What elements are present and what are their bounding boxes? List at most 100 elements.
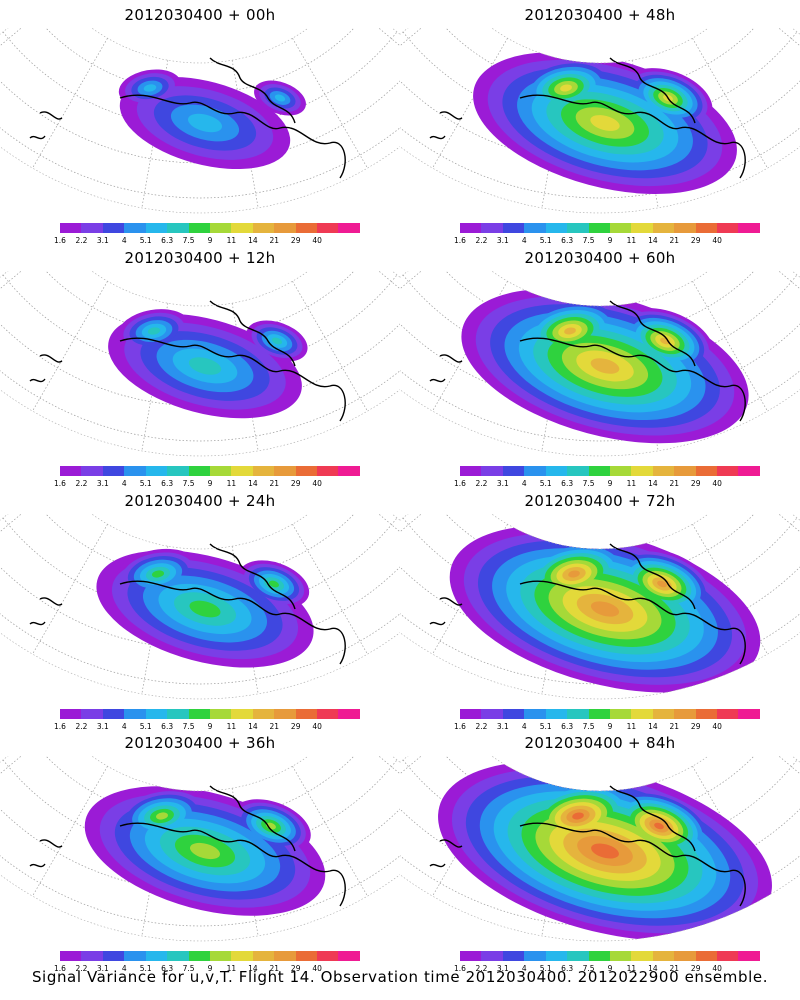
colorbar-tick-label: 14	[248, 722, 258, 731]
colorbar-swatch	[524, 223, 546, 233]
latitude-line	[402, 759, 798, 857]
colorbar-swatch	[567, 709, 589, 719]
latitude-line	[0, 370, 400, 442]
colorbar-swatch	[167, 223, 189, 233]
latitude-line	[400, 80, 800, 164]
colorbar-tick-label: 7.5	[182, 722, 195, 731]
colorbar-swatch	[295, 223, 318, 233]
colorbar-swatch	[460, 709, 482, 719]
colorbar-tick-label: 40	[312, 479, 322, 488]
colorbar-swatch	[60, 223, 82, 233]
variance-map	[400, 28, 800, 214]
colorbar-tick-label: 6.3	[561, 236, 574, 245]
colorbar-tick-label: 1.6	[454, 479, 466, 488]
colorbar-tick-label: 4	[521, 964, 527, 973]
latitude-line	[402, 31, 798, 129]
colorbar	[460, 223, 760, 235]
colorbar	[60, 951, 360, 963]
colorbar-swatch	[209, 223, 232, 233]
colorbar-swatch	[502, 223, 525, 233]
coastline	[29, 543, 346, 665]
colorbar-swatch	[295, 951, 318, 961]
longitude-line	[692, 524, 768, 655]
colorbar-tick-label: 9	[207, 236, 213, 245]
map-panel: 2012030400 + 00h 1.6 2.2 3.1 4 5.1 6.3 7.5 9 11 1…	[0, 0, 400, 245]
colorbar-swatch	[252, 466, 275, 476]
variance-field	[438, 761, 772, 941]
latitude-line	[400, 613, 800, 685]
colorbar-tick-label: 3.1	[496, 964, 509, 973]
panel-title: 2012030400 + 60h	[524, 249, 676, 267]
coastline-path	[119, 94, 346, 179]
colorbar-swatch	[524, 466, 546, 476]
coastline-path	[119, 337, 346, 422]
longitude-line	[778, 514, 800, 533]
colorbar-swatch	[545, 466, 568, 476]
colorbar-tick-label: 3.1	[96, 964, 109, 973]
colorbar-tick-label: 9	[207, 964, 213, 973]
colorbar-swatch	[652, 951, 675, 961]
latitude-line	[2, 31, 398, 129]
variance-field	[118, 69, 306, 170]
colorbar-tick-label: 11	[226, 236, 237, 245]
variance-field	[108, 309, 308, 419]
colorbar-swatch	[124, 223, 146, 233]
coastline-path	[609, 57, 696, 124]
colorbar-swatch	[545, 951, 568, 961]
colorbar-swatch	[460, 951, 482, 961]
colorbar-swatch	[252, 223, 275, 233]
colorbar-tick-label: 4	[121, 236, 127, 245]
colorbar-swatch	[717, 709, 739, 719]
colorbar-swatch	[209, 466, 232, 476]
colorbar-tick-label: 5.1	[539, 722, 552, 731]
latitude-line	[2, 759, 398, 857]
colorbar-swatch	[338, 466, 360, 476]
colorbar-tick-label: 3.1	[96, 236, 109, 245]
colorbar-tick-label: 40	[312, 964, 322, 973]
latitude-line	[400, 855, 800, 927]
longitude-line	[32, 281, 108, 412]
colorbar-tick-label: 7.5	[582, 722, 595, 731]
latitude-line	[0, 566, 400, 650]
longitude-line	[292, 281, 368, 412]
colorbar-tick-label: 6.3	[161, 236, 174, 245]
colorbar-swatch	[588, 709, 610, 719]
colorbar-swatch	[317, 223, 339, 233]
colorbar-tick-label: 9	[207, 722, 213, 731]
colorbar-tick-label: 11	[626, 722, 637, 731]
colorbar-swatch	[81, 951, 103, 961]
colorbar-tick-label: 7.5	[182, 236, 195, 245]
colorbar-swatch	[695, 466, 718, 476]
colorbar-swatch	[188, 709, 210, 719]
colorbar-tick-label: 5.1	[139, 479, 152, 488]
colorbar-tick-label: 1.6	[54, 479, 66, 488]
colorbar-tick-label: 14	[248, 964, 258, 973]
colorbar-ticks: 1.6 2.2 3.1 4 5.1 6.3 7.5 9 11 14 21 29 40	[454, 722, 760, 732]
latitude-line	[0, 80, 400, 164]
colorbar-swatch	[609, 223, 632, 233]
map-boundary	[400, 28, 800, 214]
colorbar-swatch	[60, 709, 82, 719]
colorbar-swatch	[609, 709, 632, 719]
longitude-line	[378, 28, 400, 47]
colorbar-swatch	[738, 466, 760, 476]
colorbar-ticks: 1.6 2.2 3.1 4 5.1 6.3 7.5 9 11 14 21 29 40	[54, 964, 360, 974]
colorbar-swatch	[674, 709, 696, 719]
colorbar-swatch	[231, 709, 253, 719]
colorbar-swatch	[545, 223, 568, 233]
contour-band	[147, 327, 283, 375]
colorbar-tick-label: 5.1	[539, 236, 552, 245]
latitude-line	[2, 517, 398, 615]
colorbar-swatch	[695, 951, 718, 961]
latitude-line	[400, 323, 800, 407]
colorbar-swatch	[124, 466, 146, 476]
colorbar-tick-label: 5.1	[539, 479, 552, 488]
colorbar-swatch	[631, 466, 653, 476]
colorbar-tick-label: 1.6	[454, 236, 466, 245]
colorbar-tick-label: 14	[248, 479, 258, 488]
colorbar-ticks: 1.6 2.2 3.1 4 5.1 6.3 7.5 9 11 14 21 29 40	[54, 722, 360, 732]
colorbar-swatch	[124, 709, 146, 719]
colorbar-swatch	[274, 951, 296, 961]
colorbar-swatch	[674, 951, 696, 961]
coastline-path	[209, 57, 296, 124]
